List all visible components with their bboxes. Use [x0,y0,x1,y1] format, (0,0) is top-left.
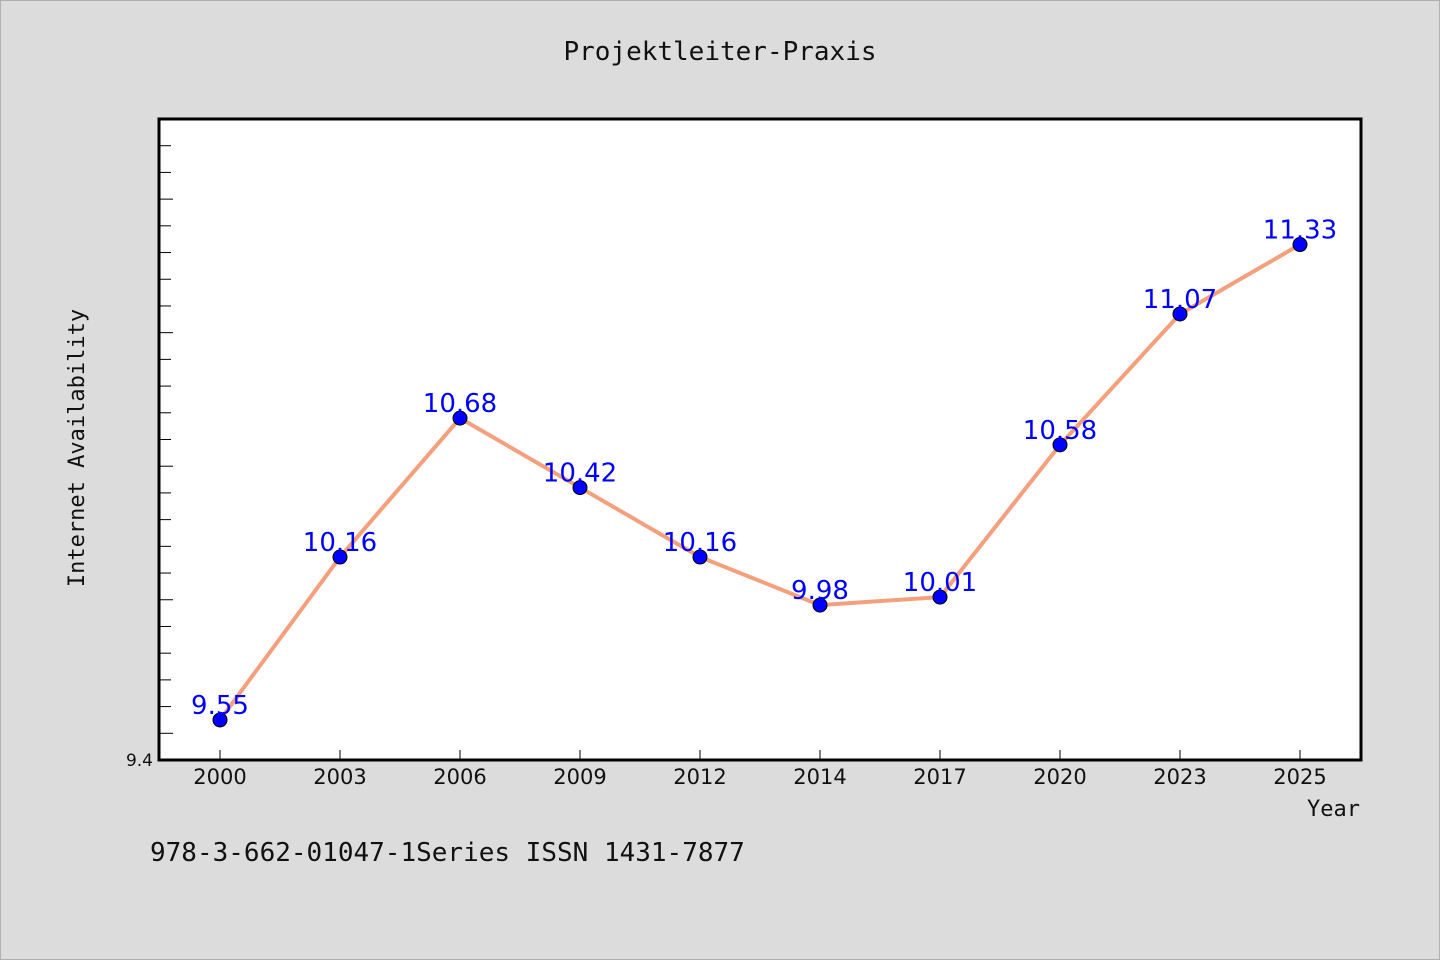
x-axis-tick-labels: 2000 2003 2006 2009 2012 2014 2017 2020 2023 2025 [193,765,1326,789]
y-axis-label: Internet Availability [65,309,90,587]
data-point [1172,306,1188,322]
series-group: 9.55 10.16 10.68 10.42 10.16 9.98 10.01 10.58 11… [191,216,1337,728]
series-line [218,242,1302,722]
x-axis-label: Year [1307,797,1360,822]
data-label: 10.68 [423,389,497,419]
x-tick-label: 2014 [793,765,846,789]
data-label: 11.07 [1143,285,1217,315]
chart-title: Projektleiter-Praxis [563,37,876,67]
x-tick-label: 2025 [1273,765,1326,789]
data-point [1052,437,1068,453]
data-label: 9.98 [791,576,849,606]
data-label: 11.33 [1263,216,1337,246]
x-tick-label: 2023 [1153,765,1206,789]
data-label: 10.58 [1023,416,1097,446]
data-label: 10.16 [303,528,377,558]
data-point [812,597,828,613]
data-label: 9.55 [191,691,249,721]
x-tick-label: 2003 [313,765,366,789]
data-point [332,549,348,565]
data-point [1292,237,1308,253]
y-axis-ticks [159,145,173,734]
data-label: 10.42 [543,459,617,489]
data-point [452,410,468,426]
data-point [692,549,708,565]
data-point [212,712,228,728]
data-point [932,589,948,605]
x-tick-label: 2006 [433,765,486,789]
x-tick-label: 2020 [1033,765,1086,789]
x-tick-label: 2009 [553,765,606,789]
x-tick-label: 2017 [913,765,966,789]
data-point [572,480,588,496]
x-tick-label: 2012 [673,765,726,789]
y-tick-label: 9.4 [126,751,153,771]
x-axis-ticks [219,750,1301,760]
x-tick-label: 2000 [193,765,246,789]
data-label: 10.01 [903,568,977,598]
plot-area [157,117,1363,762]
footnote-isbn: 978-3-662-01047-1Series ISSN 1431-7877 [150,838,745,868]
data-label: 10.16 [663,528,737,558]
